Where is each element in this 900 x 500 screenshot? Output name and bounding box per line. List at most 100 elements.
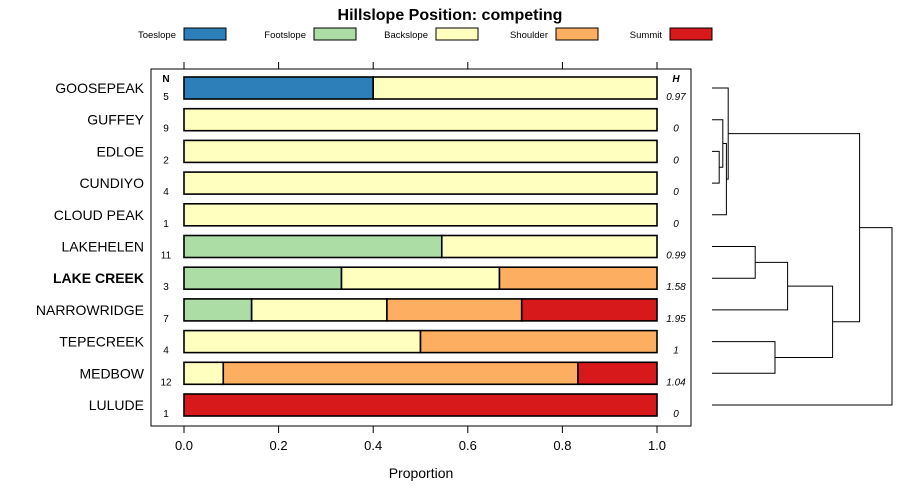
n-value: 11 (161, 251, 172, 262)
bar-segment-backslope (183, 203, 658, 227)
legend-label-footslope: Footslope (264, 30, 306, 41)
bar-segment-summit (520, 298, 658, 322)
bar-segment-footslope (183, 234, 443, 259)
row-label: GUFFEY (87, 112, 144, 128)
row-label: LAKEHELEN (62, 239, 144, 255)
row-label: TEPECREEK (59, 334, 144, 350)
bar-segment-backslope (250, 298, 388, 322)
h-value: 1.58 (666, 282, 686, 293)
bar-row-edloe (183, 139, 658, 164)
bar-segment-footslope (183, 298, 253, 322)
h-value: 0.97 (666, 92, 686, 103)
h-value: 0.99 (666, 251, 686, 262)
dendrogram-branch (712, 150, 720, 184)
x-axis: 0.0 0.2 0.4 0.6 0.8 1.0 (175, 426, 666, 453)
bar-row-cundiyo (183, 171, 658, 195)
legend-swatch-backslope (435, 27, 479, 41)
row-label: MEDBOW (79, 365, 144, 381)
legend-swatch-summit (669, 27, 713, 41)
dendrogram (712, 87, 893, 406)
bar-segment-shoulder (222, 361, 579, 386)
row-label: NARROWRIDGE (36, 302, 144, 318)
bar-segment-summit (577, 361, 658, 386)
legend-swatch-footslope (313, 27, 357, 41)
bar-row-goosepeak (183, 76, 658, 100)
dendrogram-branch (775, 285, 834, 358)
bar-segment-shoulder (419, 329, 658, 354)
row-label: EDLOE (97, 143, 144, 159)
bar-segment-shoulder (498, 266, 658, 291)
bar-segment-backslope (183, 171, 658, 195)
n-value: 1 (163, 409, 169, 420)
bars (183, 76, 658, 417)
row-label: LULUDE (89, 397, 144, 413)
dendrogram-branch (712, 87, 729, 180)
bar-segment-backslope (183, 361, 225, 386)
n-value: 4 (163, 346, 169, 357)
plot-panel (150, 68, 692, 427)
x-tick-label: 0.6 (459, 438, 477, 453)
legend-label-summit: Summit (630, 30, 663, 41)
bar-segment-backslope (340, 266, 501, 291)
bar-segment-shoulder (386, 298, 523, 322)
row-label: GOOSEPEAK (55, 80, 144, 96)
n-value: 5 (163, 92, 169, 103)
bar-row-tepecreek (183, 329, 658, 354)
x-axis-label: Proportion (389, 465, 454, 481)
h-value: 0 (673, 155, 679, 166)
legend-item-toeslope: Toeslope (138, 27, 227, 41)
n-value: 7 (163, 314, 169, 325)
bar-segment-backslope (183, 139, 658, 164)
legend-label-backslope: Backslope (384, 30, 428, 41)
h-value: 0 (673, 187, 679, 198)
n-header: N (162, 74, 169, 85)
n-value: 3 (163, 282, 169, 293)
h-value: 1.95 (666, 314, 686, 325)
legend-label-shoulder: Shoulder (510, 30, 548, 41)
legend-item-footslope: Footslope (264, 27, 357, 41)
dendrogram-branch (728, 133, 861, 323)
h-value: 0 (673, 219, 679, 230)
row-label: LAKE CREEK (53, 270, 144, 286)
bar-row-cloud-peak (183, 203, 658, 227)
dendrogram-branch (712, 119, 724, 168)
bar-segment-backslope (183, 329, 422, 354)
h-value: 0 (673, 409, 679, 420)
row-label: CLOUD PEAK (54, 207, 145, 223)
legend-swatch-toeslope (183, 27, 227, 41)
legend-item-backslope: Backslope (384, 27, 479, 41)
chart-title: Hillslope Position: competing (338, 7, 563, 24)
x-tick-label: 0.2 (270, 438, 288, 453)
bar-segment-backslope (440, 234, 658, 259)
legend-item-shoulder: Shoulder (510, 27, 599, 41)
h-value: 0 (673, 124, 679, 135)
n-value: 2 (163, 155, 169, 166)
dendrogram-branch (712, 246, 756, 279)
bar-row-lakehelen (183, 234, 658, 259)
legend-label-toeslope: Toeslope (138, 30, 176, 41)
legend-item-summit: Summit (630, 27, 713, 41)
x-tick-label: 0.8 (553, 438, 571, 453)
bar-segment-backslope (372, 76, 658, 100)
bar-segment-toeslope (183, 76, 374, 100)
bar-row-guffey (183, 107, 658, 132)
legend: Toeslope Footslope Backslope Shoulder Summit (138, 27, 713, 41)
n-value: 1 (163, 219, 169, 230)
bar-row-lulude (183, 393, 658, 417)
n-value: 9 (163, 124, 169, 135)
x-tick-label: 0.0 (175, 438, 193, 453)
h-value: 1 (673, 346, 679, 357)
bar-row-lake-creek (183, 266, 658, 291)
bar-segment-backslope (183, 107, 658, 132)
h-value: 1.04 (666, 377, 686, 388)
dendrogram-branch (712, 341, 776, 374)
bar-segment-footslope (183, 266, 343, 291)
dendrogram-branch (712, 227, 893, 406)
top-axis-ticks (183, 62, 658, 69)
legend-swatch-shoulder (555, 27, 599, 41)
bar-row-medbow (183, 361, 658, 386)
bar-row-narrowridge (183, 298, 658, 322)
x-tick-label: 0.4 (364, 438, 382, 453)
x-tick-label: 1.0 (648, 438, 666, 453)
